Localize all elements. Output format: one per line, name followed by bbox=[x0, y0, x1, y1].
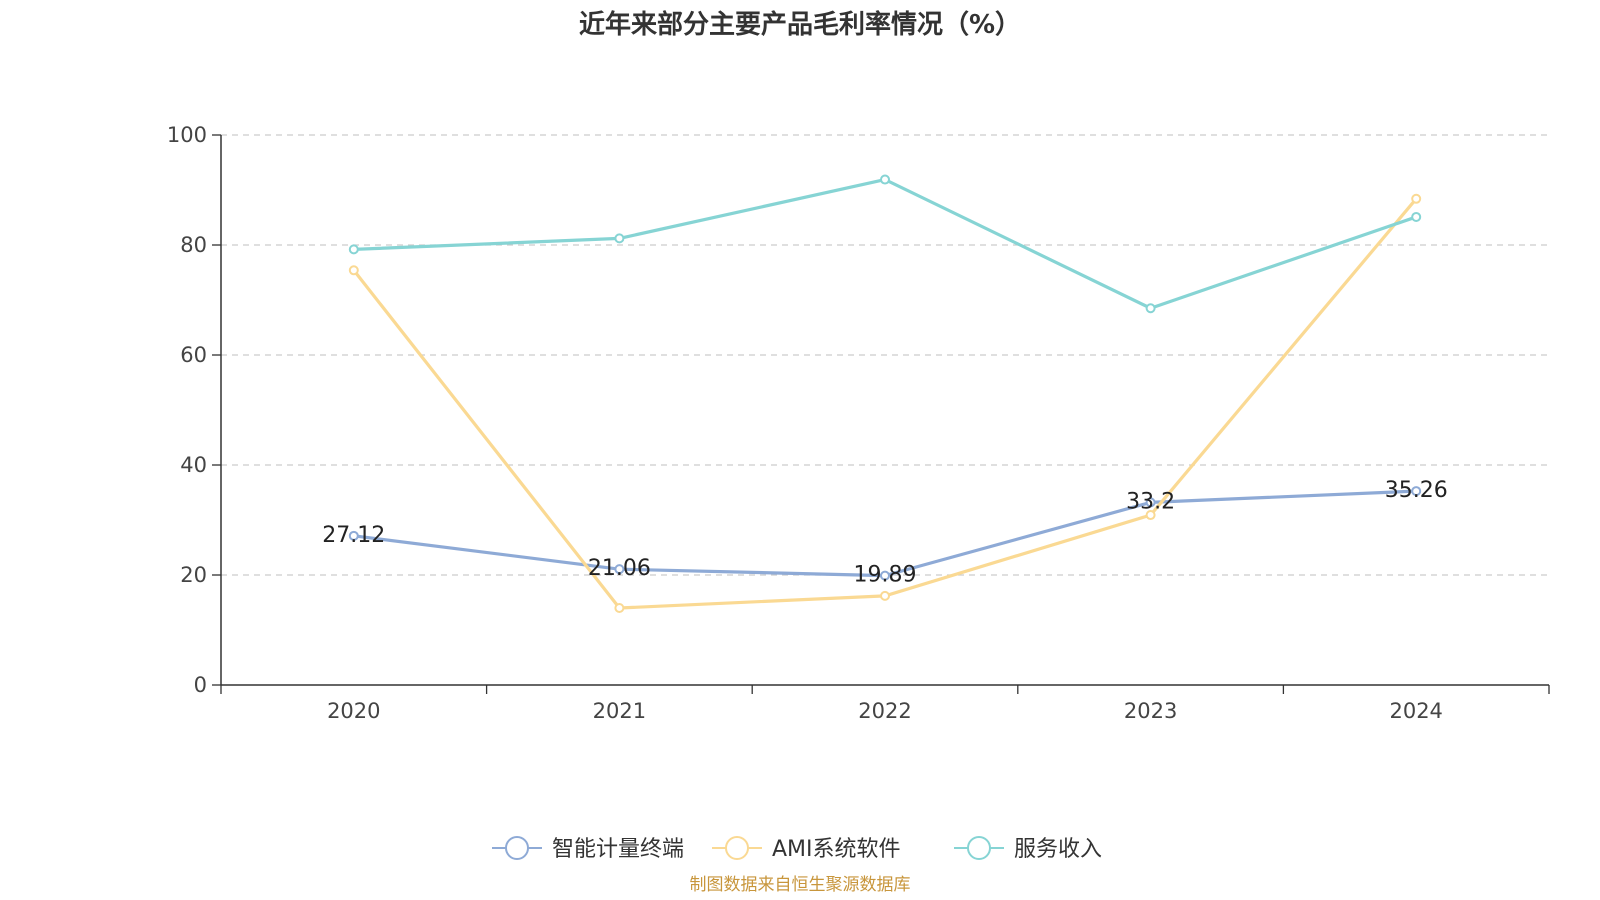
data-point bbox=[1145, 497, 1156, 508]
data-label: 21.06 bbox=[588, 556, 651, 581]
legend-item-0[interactable]: 智能计量终端 bbox=[492, 836, 684, 862]
x-tick-label: 2023 bbox=[1124, 699, 1177, 723]
chart-title: 近年来部分主要产品毛利率情况（%） bbox=[579, 9, 1021, 40]
data-point bbox=[880, 570, 890, 581]
legend-marker bbox=[967, 836, 991, 860]
legend-marker bbox=[725, 836, 749, 860]
y-tick-label: 80 bbox=[180, 233, 207, 257]
series-1 bbox=[348, 193, 1422, 613]
y-tick-label: 100 bbox=[167, 123, 207, 147]
legend-item-2[interactable]: 服务收入 bbox=[954, 836, 1102, 862]
data-label: 35.26 bbox=[1385, 478, 1448, 503]
data-point bbox=[880, 174, 890, 185]
series-line bbox=[352, 197, 1418, 610]
data-point bbox=[1145, 510, 1156, 521]
x-tick-label: 2024 bbox=[1389, 699, 1442, 723]
legend-marker bbox=[505, 836, 529, 860]
legend-label: 智能计量终端 bbox=[552, 837, 684, 862]
y-tick-label: 60 bbox=[180, 343, 207, 367]
y-tick-label: 20 bbox=[180, 563, 207, 587]
axes: 0 20 40 60 80 100 2020 2021 2022 2023 2024 bbox=[167, 123, 1550, 723]
y-tick-label: 0 bbox=[194, 673, 207, 697]
data-label: 27.12 bbox=[322, 523, 385, 548]
data-point bbox=[348, 530, 359, 541]
y-tick-label: 40 bbox=[180, 453, 207, 477]
data-point bbox=[1411, 193, 1422, 204]
data-point bbox=[1411, 211, 1422, 222]
legend-item-1[interactable]: AMI系统软件 bbox=[712, 836, 901, 862]
data-point bbox=[614, 233, 625, 244]
series-group: 27.12 21.06 19.89 33.2 35.26 bbox=[322, 174, 1448, 613]
data-point bbox=[1145, 303, 1156, 314]
legend-label: AMI系统软件 bbox=[772, 837, 901, 862]
data-point bbox=[1411, 486, 1422, 497]
data-point bbox=[614, 564, 625, 575]
x-tick-label: 2021 bbox=[593, 699, 646, 723]
series-line bbox=[353, 177, 1417, 310]
data-label: 33.2 bbox=[1126, 489, 1175, 514]
x-tick-label: 2022 bbox=[858, 699, 911, 723]
legend[interactable]: 智能计量终端 AMI系统软件 服务收入 bbox=[492, 836, 1102, 862]
legend-label: 服务收入 bbox=[1014, 837, 1102, 862]
series-2 bbox=[348, 174, 1422, 314]
source-note: 制图数据来自恒生聚源数据库 bbox=[690, 875, 911, 895]
x-tick-label: 2020 bbox=[327, 699, 380, 723]
data-point bbox=[348, 244, 359, 255]
data-label: 19.89 bbox=[854, 563, 917, 588]
data-point bbox=[880, 590, 890, 601]
data-point bbox=[348, 265, 359, 276]
data-point bbox=[614, 603, 625, 613]
series-0 bbox=[348, 486, 1422, 581]
